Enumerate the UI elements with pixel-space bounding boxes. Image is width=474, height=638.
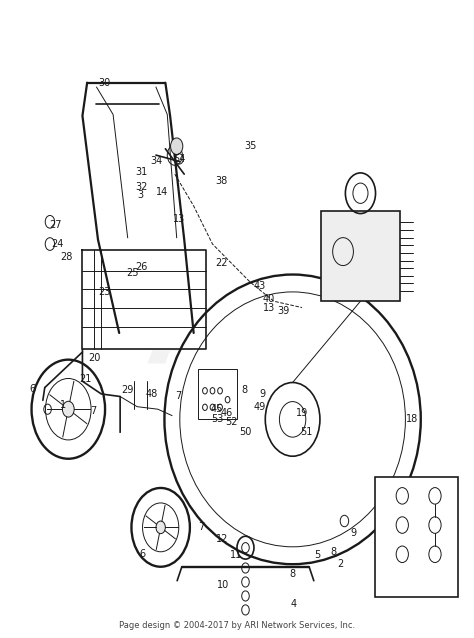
Text: 49: 49	[254, 402, 266, 412]
Text: 40: 40	[263, 293, 275, 304]
Text: 6: 6	[29, 384, 35, 394]
Text: 18: 18	[406, 414, 419, 424]
Text: 45: 45	[211, 404, 223, 414]
Text: 14: 14	[155, 187, 168, 197]
Text: 8: 8	[330, 547, 337, 557]
Text: 26: 26	[136, 262, 148, 272]
Text: 53: 53	[211, 414, 223, 424]
Text: 52: 52	[225, 417, 237, 427]
Text: 7: 7	[90, 406, 96, 416]
Text: 35: 35	[244, 141, 256, 151]
Text: 24: 24	[51, 239, 63, 249]
Text: 9: 9	[351, 528, 357, 538]
Text: 8: 8	[290, 569, 296, 579]
Text: 32: 32	[136, 182, 148, 192]
Text: 46: 46	[220, 408, 233, 418]
Text: 51: 51	[301, 427, 313, 437]
Text: 27: 27	[49, 220, 62, 230]
Text: 21: 21	[79, 375, 91, 384]
Text: 48: 48	[145, 389, 157, 399]
Text: 6: 6	[140, 549, 146, 559]
Text: 29: 29	[121, 385, 134, 395]
Text: 20: 20	[89, 353, 101, 364]
Bar	[198, 369, 237, 419]
Text: 9: 9	[260, 389, 266, 399]
Text: 7: 7	[199, 523, 205, 532]
Text: 2: 2	[337, 558, 344, 568]
Text: 1: 1	[60, 400, 66, 410]
Text: 12: 12	[216, 535, 228, 544]
Text: 5: 5	[314, 551, 320, 560]
Text: 7: 7	[175, 392, 181, 401]
Text: 30: 30	[98, 78, 110, 87]
Text: 10: 10	[217, 579, 229, 590]
Bar	[374, 477, 458, 597]
Text: 3: 3	[137, 190, 144, 200]
Text: 13: 13	[173, 214, 186, 224]
Circle shape	[156, 521, 165, 533]
Text: 39: 39	[277, 306, 289, 316]
Text: 19: 19	[296, 408, 308, 418]
Text: ARI: ARI	[146, 292, 328, 384]
Text: 25: 25	[126, 268, 138, 278]
Circle shape	[171, 138, 183, 154]
Text: 22: 22	[216, 258, 228, 268]
Text: 4: 4	[291, 598, 297, 609]
Ellipse shape	[164, 274, 421, 564]
Text: 13: 13	[263, 302, 275, 313]
Text: 50: 50	[239, 427, 252, 437]
Circle shape	[63, 401, 74, 417]
Bar	[321, 211, 400, 301]
Text: 31: 31	[136, 167, 148, 177]
Text: 38: 38	[216, 175, 228, 186]
Polygon shape	[82, 250, 206, 350]
Text: 8: 8	[241, 385, 247, 395]
Text: Page design © 2004-2017 by ARI Network Services, Inc.: Page design © 2004-2017 by ARI Network S…	[119, 621, 355, 630]
Text: 11: 11	[230, 551, 242, 560]
Text: 54: 54	[173, 154, 186, 164]
Text: 34: 34	[150, 156, 162, 167]
Text: 28: 28	[60, 252, 73, 262]
Text: 43: 43	[254, 281, 266, 291]
Text: 23: 23	[98, 287, 110, 297]
